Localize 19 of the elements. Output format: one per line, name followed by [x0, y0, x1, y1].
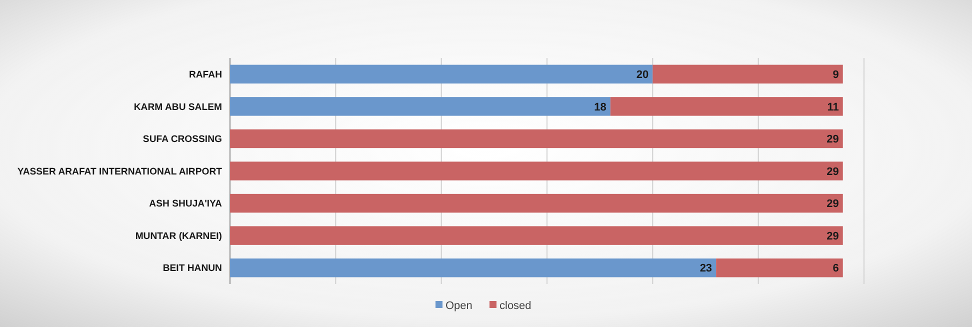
y-tick-label: MUNTAR (KARNEI)	[135, 230, 222, 242]
data-label: 29	[826, 198, 839, 210]
data-label: 18	[594, 101, 606, 114]
y-tick-label: KARM ABU SALEM	[134, 102, 222, 113]
y-tick-label: RAFAH	[188, 70, 222, 81]
legend-label: Open	[446, 300, 472, 312]
data-label: 23	[700, 262, 712, 275]
data-label: 20	[636, 68, 649, 81]
data-label: 29	[826, 230, 839, 242]
legend-label: closed	[500, 300, 532, 312]
data-label: 6	[832, 262, 839, 275]
data-label: 29	[826, 134, 839, 146]
data-label: 29	[826, 166, 839, 178]
data-label: 9	[832, 68, 839, 81]
y-tick-label: YASSER ARAFAT INTERNATIONAL AIRPORT	[17, 166, 222, 178]
y-tick-label: ASH SHUJA'IYA	[149, 198, 222, 210]
data-label: 11	[827, 101, 839, 114]
y-tick-label: BEIT HANUN	[162, 263, 222, 274]
y-tick-label: SUFA CROSSING	[142, 134, 222, 146]
